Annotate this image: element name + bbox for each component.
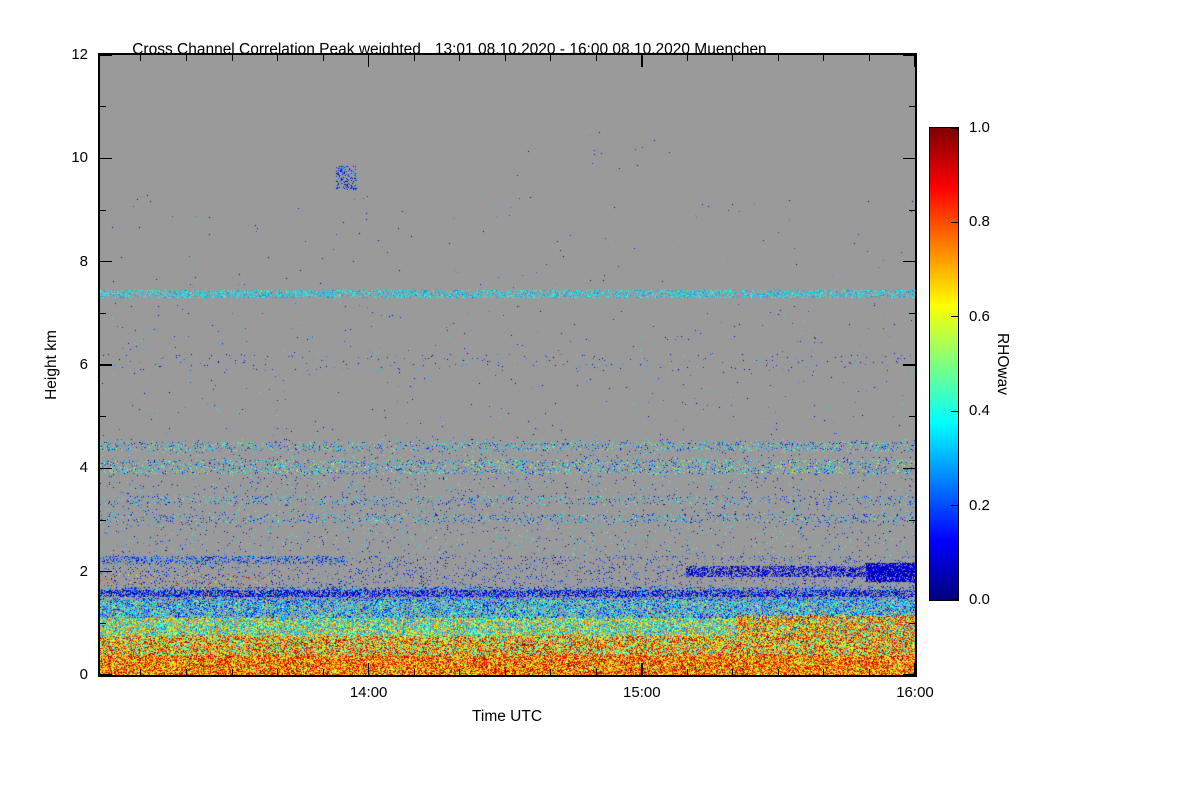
colorbar-tick — [951, 410, 958, 412]
y-minor-tick-right — [909, 416, 915, 418]
y-tick — [100, 260, 112, 263]
y-tick-label: 6 — [79, 356, 88, 373]
x-minor-tick — [868, 669, 870, 675]
colorbar-tick — [951, 599, 958, 601]
x-minor-tick — [186, 669, 187, 675]
y-minor-tick — [100, 209, 106, 211]
x-tick-label: 14:00 — [349, 684, 388, 701]
y-tick-label: 2 — [79, 562, 88, 580]
y-tick-label: 4 — [79, 459, 88, 477]
y-tick-right — [903, 260, 915, 263]
colorbar-tick-label: 0.6 — [969, 307, 990, 325]
x-minor-tick-top — [686, 55, 688, 61]
x-minor-tick — [777, 669, 779, 675]
x-tick-top — [367, 55, 370, 67]
y-tick — [100, 570, 112, 573]
x-minor-tick-top — [504, 55, 506, 61]
x-minor-tick-top — [322, 55, 324, 61]
y-tick-right — [903, 157, 915, 160]
colorbar-tick — [951, 505, 958, 507]
y-minor-tick-right — [909, 106, 915, 108]
x-minor-tick — [595, 669, 597, 675]
x-minor-tick-top — [823, 55, 825, 61]
colorbar-tick-label: 0.4 — [969, 402, 990, 420]
x-minor-tick-top — [413, 55, 415, 61]
y-tick — [100, 54, 112, 56]
y-minor-tick-right — [909, 209, 915, 211]
x-minor-tick — [550, 669, 552, 675]
y-tick — [100, 674, 112, 676]
x-tick — [914, 663, 916, 675]
x-minor-tick — [140, 669, 142, 675]
x-minor-tick — [231, 669, 233, 675]
x-minor-tick — [732, 669, 734, 675]
x-axis-label: Time UTC — [471, 708, 543, 725]
y-minor-tick — [100, 312, 106, 314]
x-minor-tick-top — [550, 55, 552, 61]
y-tick-right — [903, 467, 915, 470]
colorbar-tick-label: 0.0 — [969, 591, 990, 608]
colorbar-label: RHOwav — [994, 332, 1011, 396]
y-tick-label: 0 — [79, 666, 88, 683]
colorbar-tick — [951, 221, 958, 223]
x-minor-tick — [504, 669, 506, 675]
x-tick-label: 16:00 — [896, 684, 934, 701]
heatmap-canvas — [100, 55, 915, 675]
y-minor-tick — [100, 416, 106, 418]
y-minor-tick — [100, 106, 106, 108]
colorbar-tick-label: 0.2 — [969, 496, 990, 514]
y-tick-label: 10 — [71, 149, 88, 167]
x-minor-tick — [322, 669, 324, 675]
x-minor-tick-top — [595, 55, 597, 61]
y-tick-right — [903, 364, 915, 366]
colorbar-tick — [951, 127, 958, 129]
x-minor-tick-top — [732, 55, 734, 61]
x-tick-top — [641, 55, 643, 67]
x-minor-tick — [686, 669, 688, 675]
x-minor-tick-top — [277, 55, 279, 61]
y-tick — [100, 364, 112, 366]
x-minor-tick-top — [868, 55, 870, 61]
y-minor-tick — [100, 622, 106, 624]
colorbar-canvas — [930, 128, 958, 600]
x-minor-tick-top — [231, 55, 233, 61]
y-minor-tick — [100, 519, 106, 521]
y-tick-right — [903, 54, 915, 56]
x-tick-top — [914, 55, 916, 67]
x-minor-tick — [413, 669, 415, 675]
x-minor-tick — [459, 669, 461, 675]
y-tick — [100, 157, 112, 160]
y-tick-right — [903, 674, 915, 676]
x-minor-tick — [277, 669, 279, 675]
y-minor-tick-right — [909, 312, 915, 314]
y-minor-tick-right — [909, 519, 915, 521]
y-tick-label: 8 — [79, 252, 88, 270]
colorbar-tick — [951, 316, 958, 318]
x-tick — [367, 663, 370, 675]
x-minor-tick-top — [459, 55, 461, 61]
colorbar — [929, 127, 959, 601]
y-tick-right — [903, 570, 915, 573]
y-minor-tick-right — [909, 622, 915, 624]
x-tick — [641, 663, 643, 675]
x-minor-tick — [823, 669, 825, 675]
y-tick-label: 12 — [71, 46, 88, 63]
x-minor-tick-top — [186, 55, 187, 61]
colorbar-tick-label: 0.8 — [969, 213, 990, 231]
x-tick-label: 15:00 — [623, 684, 661, 701]
x-minor-tick-top — [777, 55, 779, 61]
x-minor-tick-top — [140, 55, 142, 61]
colorbar-tick-label: 1.0 — [969, 119, 990, 136]
y-tick — [100, 467, 112, 470]
